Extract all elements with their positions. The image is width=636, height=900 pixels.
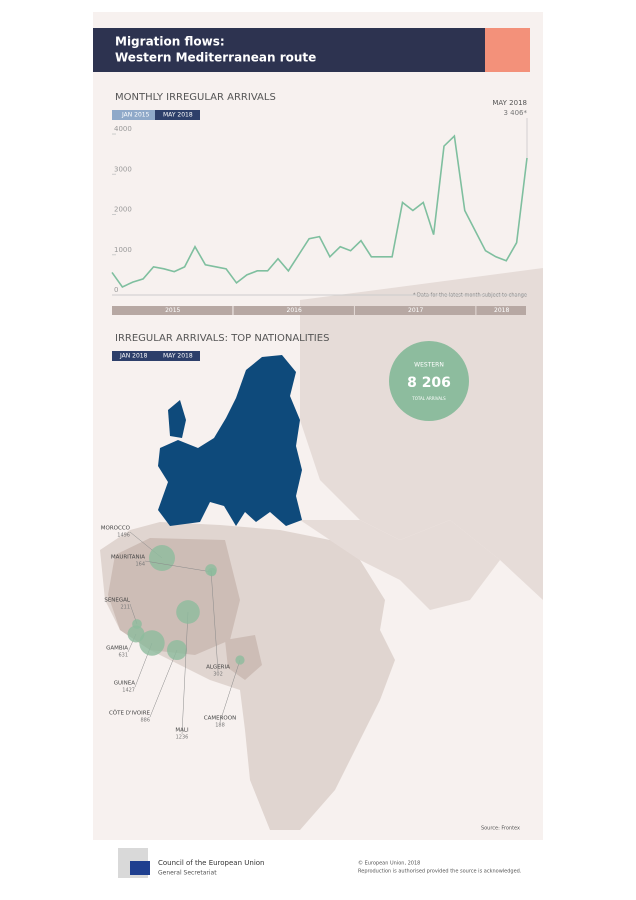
period-start: JAN 2018 xyxy=(119,353,148,360)
y-tick-label: 3000 xyxy=(114,165,132,173)
year-label: 2015 xyxy=(165,307,180,314)
country-value: 211 xyxy=(120,605,130,611)
leader xyxy=(210,569,219,672)
eu-flag xyxy=(130,861,150,875)
year-band xyxy=(112,306,233,315)
leader xyxy=(149,649,178,718)
annotation: 3 406* xyxy=(503,109,527,117)
year-band xyxy=(233,306,354,315)
country-value: 188 xyxy=(215,723,225,729)
leader xyxy=(181,611,189,735)
org: General Secretariat xyxy=(158,870,217,877)
section-title: MONTHLY IRREGULAR ARRIVALS xyxy=(115,92,276,103)
y-tick-label: 0 xyxy=(114,286,118,294)
y-tick-label: 2000 xyxy=(114,206,132,214)
country-label: MAURITANIA xyxy=(111,555,145,561)
total-caption: TOTAL ARRIVALS xyxy=(411,396,446,401)
total-value: 8 206 xyxy=(407,375,451,391)
country-label: SENEGAL xyxy=(104,598,131,604)
year-band xyxy=(476,306,526,315)
country-label: CÔTE D'IVOIRE xyxy=(109,710,151,717)
period-start: JAN 2015 xyxy=(121,112,150,119)
country-label: MALI xyxy=(175,728,189,734)
bubble xyxy=(139,630,165,656)
bubble xyxy=(149,545,175,571)
country-value: 886 xyxy=(140,718,150,724)
leader xyxy=(219,659,241,723)
line xyxy=(111,134,528,288)
annotation: MAY 2018 xyxy=(492,99,527,107)
country-value: 302 xyxy=(213,672,223,678)
total-circle xyxy=(389,341,469,421)
year-label: 2018 xyxy=(494,307,509,314)
bubble xyxy=(127,625,145,643)
bubble xyxy=(205,564,217,576)
country-value: 1427 xyxy=(122,688,135,694)
period-end: MAY 2018 xyxy=(163,353,193,360)
europe xyxy=(158,355,302,526)
land xyxy=(300,268,543,600)
bubble xyxy=(166,639,188,661)
leader xyxy=(144,560,213,573)
y-tick-label: 4000 xyxy=(114,125,132,133)
country-label: CAMEROON xyxy=(204,716,236,722)
country-label: ALGERIA xyxy=(206,665,230,671)
year-band xyxy=(354,306,476,315)
land xyxy=(300,520,500,610)
year-label: 2017 xyxy=(408,307,423,314)
header-accent xyxy=(485,28,530,72)
country-value: 631 xyxy=(118,653,128,659)
total-label: WESTERN xyxy=(414,362,444,369)
y-tick-label: 1000 xyxy=(114,246,132,254)
period-badge xyxy=(155,110,200,120)
section-title: IRREGULAR ARRIVALS: TOP NATIONALITIES xyxy=(115,333,329,344)
period-end: MAY 2018 xyxy=(163,112,193,119)
copyright: © European Union, 2018 xyxy=(358,860,420,867)
year-label: 2016 xyxy=(287,307,302,314)
title: Western Mediterranean route xyxy=(115,51,316,65)
period-badge xyxy=(112,351,200,361)
source: Source: Frontex xyxy=(481,826,520,832)
country-value: 1236 xyxy=(176,735,189,741)
country-value: 164 xyxy=(135,562,145,568)
org: Council of the European Union xyxy=(158,859,264,867)
bubble xyxy=(176,600,200,624)
title: Migration flows: xyxy=(115,35,225,49)
reproduction: Reproduction is authorised provided the … xyxy=(358,869,522,875)
uk xyxy=(168,400,186,438)
country-value: 1496 xyxy=(117,533,130,539)
country-label: GUINEA xyxy=(114,681,135,687)
header-bar xyxy=(93,28,485,72)
country-label: GAMBIA xyxy=(106,646,128,652)
country-label: MOROCCO xyxy=(101,526,131,532)
bubble xyxy=(235,655,245,665)
